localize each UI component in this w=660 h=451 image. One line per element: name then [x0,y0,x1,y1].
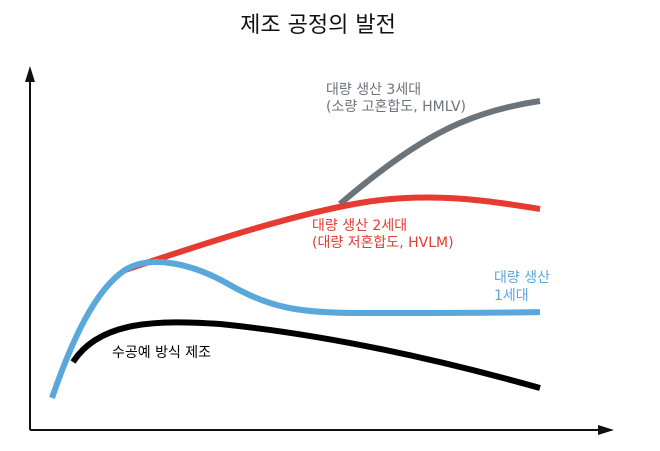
diagram-title: 제조 공정의 발전 [240,13,396,38]
mass-production-gen1-curve [49,259,541,399]
mass-production-gen3-curve [338,98,541,207]
mass-production-gen2-curve [124,194,541,273]
axes [25,66,614,435]
gen1-label-line2: 1세대 [494,288,529,304]
craft-production-label: 수공예 방식 제조 [112,345,211,361]
gen3-label-line2: (소량 고혼합도, HMLV) [326,99,466,115]
gen2-label-line2: (대량 저혼합도, HVLM) [312,235,454,251]
gen3-label-line1: 대량 생산 3세대 [326,82,421,98]
gen1-label-line1: 대량 생산 [494,270,550,286]
y-axis-arrow-icon [25,66,35,82]
x-axis-arrow-icon [598,425,614,435]
gen2-label-line1: 대량 생산 2세대 [312,218,407,234]
craft-production-curve [70,319,541,391]
